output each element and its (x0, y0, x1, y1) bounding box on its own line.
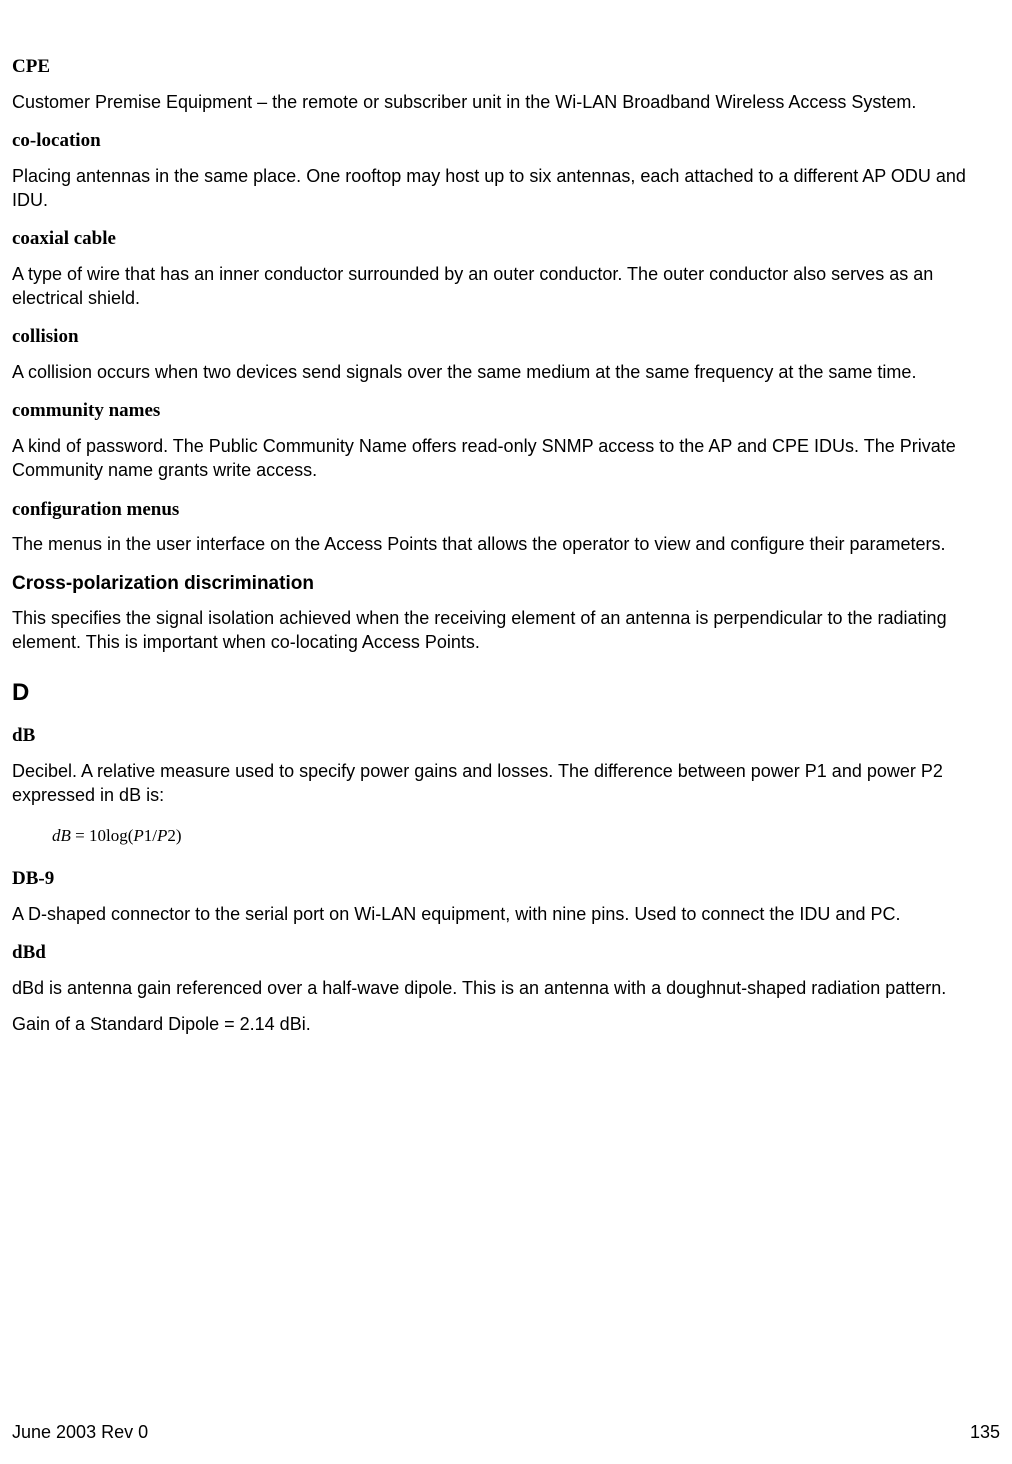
glossary-entry: community names A kind of password. The … (12, 398, 1000, 482)
glossary-entry: co-location Placing antennas in the same… (12, 128, 1000, 212)
glossary-entry: DB-9 A D-shaped connector to the serial … (12, 866, 1000, 926)
section-heading: D (12, 677, 1000, 709)
glossary-term: dB (12, 723, 1000, 749)
formula-coeff: 10 (89, 826, 106, 845)
formula-one: 1 (144, 826, 153, 845)
formula: dB = 10log(P1/P2) (52, 825, 1000, 848)
glossary-definition: Placing antennas in the same place. One … (12, 164, 1000, 213)
glossary-term: coaxial cable (12, 226, 1000, 252)
glossary-term: CPE (12, 54, 1000, 80)
glossary-term: dBd (12, 940, 1000, 966)
formula-func: log (106, 826, 128, 845)
formula-lhs: dB (52, 826, 71, 845)
glossary-definition: A type of wire that has an inner conduct… (12, 262, 1000, 311)
page-number: 135 (970, 1420, 1000, 1444)
glossary-definition: This specifies the signal isolation achi… (12, 606, 1000, 655)
glossary-term: Cross-polarization discrimination (12, 571, 1000, 597)
glossary-term: configuration menus (12, 497, 1000, 523)
glossary-term: DB-9 (12, 866, 1000, 892)
glossary-entry: Cross-polarization discrimination This s… (12, 571, 1000, 655)
glossary-definition: Decibel. A relative measure used to spec… (12, 759, 1000, 808)
formula-p1: P (133, 826, 143, 845)
formula-close: ) (176, 826, 182, 845)
glossary-term: community names (12, 398, 1000, 424)
footer-date: June 2003 Rev 0 (12, 1420, 148, 1444)
glossary-definition: dBd is antenna gain referenced over a ha… (12, 976, 1000, 1000)
glossary-entry: dBd dBd is antenna gain referenced over … (12, 940, 1000, 1000)
glossary-entry: collision A collision occurs when two de… (12, 324, 1000, 384)
glossary-definition: The menus in the user interface on the A… (12, 532, 1000, 556)
formula-two: 2 (167, 826, 176, 845)
formula-p2: P (157, 826, 167, 845)
glossary-definition: A kind of password. The Public Community… (12, 434, 1000, 483)
glossary-definition: Customer Premise Equipment – the remote … (12, 90, 1000, 114)
additional-text: Gain of a Standard Dipole = 2.14 dBi. (12, 1012, 1000, 1036)
page-footer: June 2003 Rev 0 135 (12, 1420, 1000, 1444)
glossary-term: collision (12, 324, 1000, 350)
glossary-entry: CPE Customer Premise Equipment – the rem… (12, 54, 1000, 114)
glossary-entry: configuration menus The menus in the use… (12, 497, 1000, 557)
glossary-term: co-location (12, 128, 1000, 154)
glossary-definition: A D-shaped connector to the serial port … (12, 902, 1000, 926)
glossary-entry: coaxial cable A type of wire that has an… (12, 226, 1000, 310)
formula-eq: = (71, 826, 89, 845)
glossary-definition: A collision occurs when two devices send… (12, 360, 1000, 384)
glossary-entry: dB Decibel. A relative measure used to s… (12, 723, 1000, 807)
